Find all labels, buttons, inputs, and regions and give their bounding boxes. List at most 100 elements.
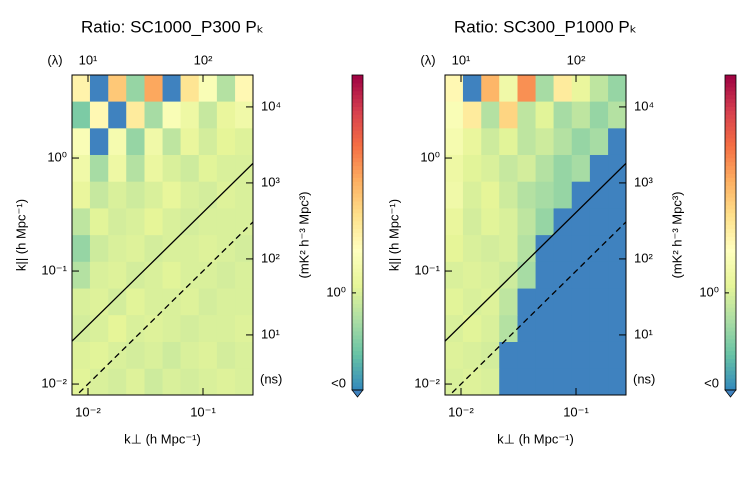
heatmap-cell [571,75,591,102]
heatmap-cell [108,234,127,262]
colorbar-swatch [352,232,363,237]
heatmap-cell [108,154,127,182]
heatmap-cell [517,154,537,182]
heatmap-cell [162,314,182,342]
y2-axis-label: (ns) [633,371,655,386]
heatmap-cell [108,261,127,289]
heatmap-cell [144,127,164,155]
heatmap-cell [89,181,109,209]
colorbar-swatch [352,216,363,222]
heatmap-cell [535,207,555,236]
colorbar-swatch [352,130,363,135]
heatmap-cell [180,368,200,396]
heatmap-cell [72,314,91,342]
colorbar-swatch [352,338,363,344]
colorbar-tick-label: 10⁰ [326,284,346,299]
y2-tick-label: 10² [261,250,280,265]
colorbar-swatch [352,165,363,170]
heatmap-cell [445,75,464,102]
heatmap-cell [553,314,573,342]
colorbar-swatch [352,378,363,383]
colorbar-swatch [725,232,736,237]
heatmap-cell [553,341,573,369]
heatmap-cell [499,368,519,396]
heatmap-cell [162,261,182,289]
x-tick-label: 10⁻² [75,404,101,419]
heatmap-cell [589,341,609,369]
heatmap-cell [589,101,609,129]
heatmap-cell [499,341,519,369]
heatmap-cell [517,101,537,129]
heatmap-cell [517,288,537,316]
colorbar-swatch [725,161,736,167]
heatmap-cell [144,101,164,129]
colorbar-swatch [352,82,363,88]
heatmap-cell [144,288,164,316]
heatmap-cell [72,368,91,396]
heatmap-cell [235,101,254,129]
heatmap-cell [108,181,127,209]
heatmap-cell [180,207,200,236]
heatmap-cell [553,368,573,396]
heatmap-cell [445,154,464,182]
horizon-line [445,162,626,342]
heatmap-cell [126,127,146,155]
heatmap-cell [608,181,627,209]
heatmap-cell [235,181,254,209]
heatmap-cell [89,154,109,182]
heatmap-cell [162,181,182,209]
heatmap-cell [589,288,609,316]
colorbar-swatch [352,307,363,312]
heatmap-cell [481,75,500,102]
heatmap-cell [216,207,236,236]
heatmap-cell [608,288,627,316]
y-tick-label: 10⁰ [420,149,440,164]
colorbar-swatch [725,204,736,210]
colorbar-swatch [725,197,736,202]
colorbar-swatch [352,299,363,304]
heatmap-cell [499,75,519,102]
heatmap-cell [553,127,573,155]
heatmap-cell [180,314,200,342]
colorbar-swatch [352,201,363,206]
colorbar-swatch [352,303,363,308]
heatmap-cell [89,75,109,102]
colorbar-swatch [352,138,363,143]
heatmap-cell [499,314,519,342]
y-tick-label: 10⁻¹ [414,262,440,277]
colorbar-swatch [352,98,363,104]
colorbar-swatch [352,256,363,261]
y2-tick-label: 10² [634,250,653,265]
heatmap-cell [235,288,254,316]
colorbar-swatch [352,208,363,214]
y2-tick-label: 10⁴ [261,98,281,113]
colorbar-swatch [725,212,736,218]
colorbar-swatch [725,118,736,123]
heatmap-cell [517,314,537,342]
heatmap-cell [517,207,537,236]
heatmap-cell [571,368,591,396]
colorbar-swatch [352,185,363,190]
colorbar-swatch [352,126,363,131]
colorbar-swatch [352,330,363,336]
colorbar-swatch [725,311,736,316]
heatmap-cell [571,314,591,342]
colorbar-swatch [352,161,363,167]
colorbar-swatch [352,370,363,375]
colorbar-swatch [725,130,736,135]
heatmap-cell [180,288,200,316]
colorbar-swatch [352,271,363,277]
colorbar-swatch [352,118,363,123]
colorbar-swatch [725,90,736,96]
colorbar-swatch [352,267,363,273]
heatmap-cell [108,207,127,236]
heatmap-cell [162,368,182,396]
colorbar-swatch [725,386,736,391]
y-tick-label: 10⁻² [414,375,440,390]
heatmap-cell [571,154,591,182]
colorbar-under-label: <0 [331,375,346,390]
heatmap-cell [72,234,91,262]
heatmap-cell [162,101,182,129]
colorbar-swatch [352,157,363,163]
colorbar-swatch [352,283,363,289]
